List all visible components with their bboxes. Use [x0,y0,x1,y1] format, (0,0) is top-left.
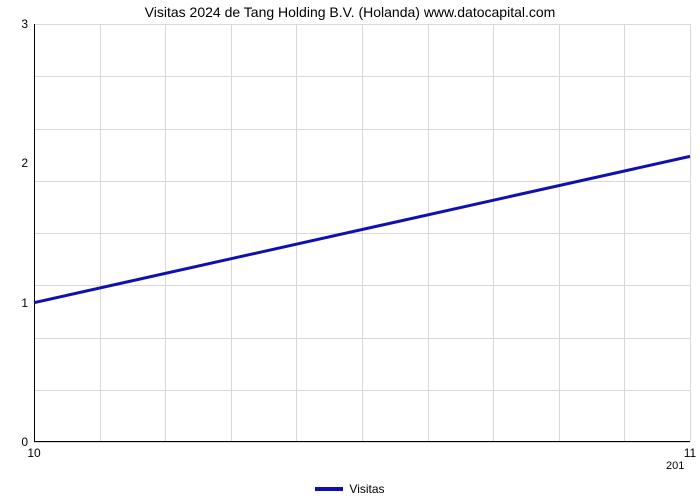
x-secondary-label: 201 [666,460,684,472]
series-polyline [34,156,690,302]
x-tick-label: 10 [27,446,40,460]
legend-swatch [315,487,343,491]
grid-vertical [690,24,691,442]
series-line [34,24,690,442]
legend: Visitas [0,482,700,496]
chart-title: Visitas 2024 de Tang Holding B.V. (Holan… [0,4,700,20]
chart-title-text: Visitas 2024 de Tang Holding B.V. (Holan… [145,4,556,20]
x-tick-label: 11 [684,446,696,460]
legend-label: Visitas [349,482,384,496]
y-tick-label: 0 [4,435,28,449]
y-tick-label: 1 [4,296,28,310]
grid-horizontal [34,442,690,443]
y-tick-label: 3 [4,17,28,31]
y-tick-label: 2 [4,156,28,170]
chart-container: Visitas 2024 de Tang Holding B.V. (Holan… [0,0,700,500]
